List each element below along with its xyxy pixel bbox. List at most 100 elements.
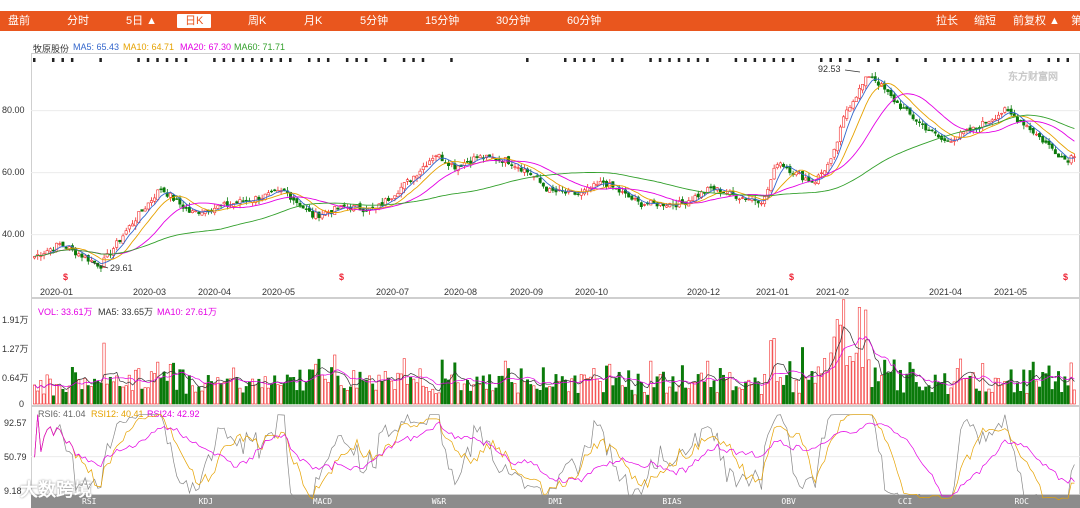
- rsi12-line: [34, 414, 1075, 501]
- volume-bar: [102, 342, 106, 405]
- volume-bar: [89, 386, 93, 405]
- volume-bar: [861, 367, 865, 405]
- indicator-tab-dmi[interactable]: DMI: [548, 497, 563, 506]
- volume-bar: [124, 385, 128, 405]
- candle-body: [450, 163, 454, 165]
- candle-body: [146, 202, 150, 210]
- volume-bar: [905, 373, 909, 405]
- candle-body: [241, 200, 245, 202]
- volume-bar: [86, 385, 90, 405]
- volume-bar: [819, 373, 823, 405]
- candle-body: [1034, 133, 1038, 136]
- candle-body: [801, 171, 804, 181]
- indicator-tab-macd[interactable]: MACD: [312, 497, 333, 506]
- candle-body: [304, 208, 308, 210]
- ma5-line: [34, 78, 1075, 265]
- tab-5day[interactable]: 5日 ▲: [126, 15, 158, 27]
- volume-bar: [766, 382, 770, 405]
- candle-body: [782, 163, 786, 167]
- candle-body: [889, 89, 893, 97]
- volume-bar: [1053, 381, 1057, 405]
- volume-bar: [605, 365, 609, 405]
- shrink-button[interactable]: 缩短: [974, 15, 996, 27]
- signal-marker: [753, 58, 757, 62]
- volume-bar: [586, 378, 590, 405]
- candle-body: [737, 198, 741, 201]
- stock-name: 牧原股份: [33, 44, 70, 54]
- candle-body: [930, 129, 934, 132]
- candle-body: [134, 220, 138, 227]
- eastmoney-logo: 东方财富网: [1008, 72, 1058, 83]
- volume-bar: [526, 379, 530, 405]
- volume-bar: [260, 387, 264, 405]
- tab-weekly-k[interactable]: 周K: [248, 15, 267, 27]
- candle-body: [665, 205, 669, 208]
- volume-bar: [108, 376, 112, 405]
- stretch-button[interactable]: 拉长: [936, 15, 958, 27]
- volume-bar: [627, 370, 631, 405]
- volume-bar: [1031, 361, 1035, 405]
- candle-body: [399, 186, 403, 194]
- tab-daily-k[interactable]: 日K: [177, 14, 212, 28]
- signal-marker: [943, 58, 946, 62]
- indicator-tab-kdj[interactable]: KDJ: [198, 497, 214, 506]
- volume-bar: [235, 377, 239, 405]
- max-pointer: [844, 69, 861, 73]
- signal-marker: [232, 58, 235, 62]
- tab-60min[interactable]: 60分钟: [567, 15, 602, 27]
- candle-body: [86, 254, 90, 262]
- tab-monthly-k[interactable]: 月K: [304, 15, 323, 27]
- volume-bar: [478, 384, 482, 405]
- rsi6-line: [34, 413, 1075, 501]
- candle-body: [80, 253, 84, 258]
- volume-bar: [396, 372, 400, 405]
- adjust-dropdown[interactable]: 前复权 ▲: [1013, 15, 1060, 27]
- price-tick-60: 60.00: [2, 167, 25, 177]
- indicator-tab-wrr[interactable]: W&R: [431, 497, 447, 506]
- signal-marker: [981, 58, 984, 62]
- candle-body: [522, 168, 526, 173]
- indicator-tab-roc[interactable]: ROC: [1014, 497, 1029, 506]
- volume-bar: [301, 390, 305, 405]
- tab-intraday[interactable]: 分时: [67, 15, 89, 27]
- tab-5min[interactable]: 5分钟: [360, 15, 389, 27]
- candle-body: [981, 121, 985, 128]
- candle-body: [295, 198, 299, 204]
- volume-bar: [466, 380, 469, 405]
- date-label: 2021-05: [994, 287, 1028, 297]
- candle-body: [921, 123, 925, 125]
- candle-body: [89, 259, 93, 262]
- indicator-tab-obv[interactable]: OBV: [781, 497, 796, 506]
- indicator-tab-rsi[interactable]: RSI: [82, 497, 97, 506]
- tab-30min[interactable]: 30分钟: [496, 15, 531, 27]
- signal-marker: [289, 58, 292, 62]
- candle-body: [475, 156, 479, 158]
- signal-marker: [876, 58, 880, 62]
- volume-bar: [563, 380, 567, 405]
- volume-bar: [1060, 392, 1064, 405]
- volume-bar: [551, 386, 555, 405]
- candle-body: [342, 204, 346, 207]
- volume-bar: [153, 373, 157, 405]
- volume-bar: [718, 368, 722, 405]
- signal-marker: [734, 58, 738, 62]
- volume-bar: [80, 389, 84, 405]
- indicator-tab-cci[interactable]: CCI: [897, 497, 913, 506]
- volume-bar: [857, 307, 861, 405]
- volume-bar: [279, 385, 283, 405]
- candle-body: [1019, 119, 1023, 122]
- candle-body: [835, 141, 839, 152]
- candle-body: [393, 195, 397, 199]
- volume-bar: [254, 384, 258, 405]
- volume-bar: [500, 375, 504, 405]
- volume-bar: [276, 384, 280, 405]
- indicator-tab-bias[interactable]: BIAS: [662, 497, 682, 506]
- overflow-tab[interactable]: 第: [1071, 15, 1080, 27]
- price-tick-40: 40.00: [2, 229, 25, 239]
- candle-body: [254, 196, 258, 203]
- candle-body: [244, 199, 248, 202]
- tab-premarket[interactable]: 盘前: [8, 15, 30, 27]
- signal-marker: [573, 58, 576, 62]
- tab-15min[interactable]: 15分钟: [425, 15, 460, 27]
- volume-bar: [816, 366, 820, 405]
